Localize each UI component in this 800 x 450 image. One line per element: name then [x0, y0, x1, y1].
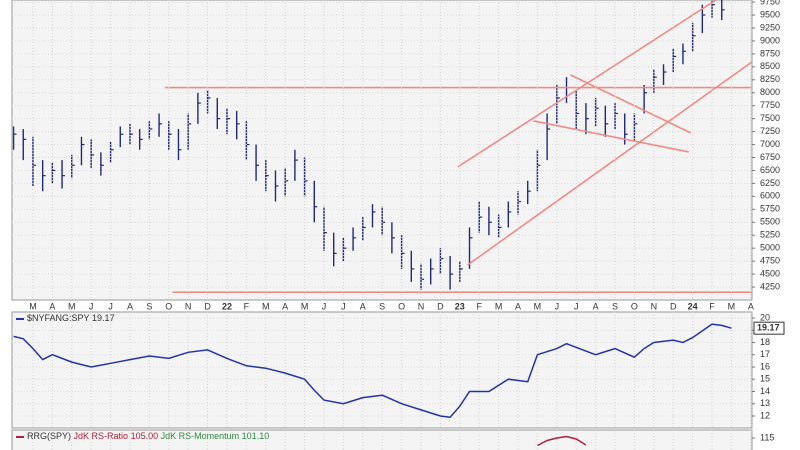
x-tick-label: A	[282, 301, 288, 311]
trendline	[533, 120, 689, 153]
x-tick-label: S	[146, 301, 152, 311]
legend: RRG(SPY) JdK RS-Ratio 105.00 JdK RS-Mome…	[27, 431, 269, 441]
x-tick-label: S	[612, 301, 618, 311]
x-tick-label: 22	[222, 301, 232, 311]
x-tick-label: J	[574, 301, 579, 311]
x-tick-label: N	[651, 301, 658, 311]
x-tick-label: O	[165, 301, 172, 311]
y-tick-label: 6000	[760, 191, 780, 201]
y-tick-label: 115	[760, 432, 774, 442]
x-tick-label: A	[127, 301, 133, 311]
x-tick-label: F	[244, 301, 250, 311]
y-tick-label: 4500	[760, 268, 780, 278]
y-tick-label: 16	[760, 361, 770, 371]
x-tick-label: J	[341, 301, 346, 311]
x-tick-label: D	[437, 301, 444, 311]
y-tick-label: 12	[760, 410, 770, 420]
x-tick-label: D	[670, 301, 677, 311]
x-tick-label: N	[418, 301, 425, 311]
value-tag	[753, 321, 785, 335]
x-tick-label: J	[322, 301, 327, 311]
x-tick-label: A	[49, 301, 55, 311]
legend-name: $NYFANG:SPY	[27, 313, 90, 323]
y-tick-label: 20	[760, 312, 770, 322]
y-tick-label: 4750	[760, 256, 780, 266]
y-tick-label: 5500	[760, 217, 780, 227]
trendline	[467, 61, 752, 266]
y-tick-label: 17	[760, 349, 770, 359]
y-tick-label: 9000	[760, 35, 780, 45]
y-tick-label: 8000	[760, 87, 780, 97]
legend: $NYFANG:SPY 19.17	[27, 313, 115, 323]
y-tick-label: 5250	[760, 230, 780, 240]
y-tick-label: 8500	[760, 61, 780, 71]
x-tick-label: M	[728, 301, 736, 311]
y-tick-label: 8250	[760, 74, 780, 84]
x-tick-label: M	[301, 301, 309, 311]
y-tick-label: 5750	[760, 204, 780, 214]
y-tick-label: 6250	[760, 178, 780, 188]
series-line	[13, 323, 732, 418]
x-tick-label: N	[185, 301, 192, 311]
x-tick-label: F	[709, 301, 715, 311]
x-tick-label: 24	[688, 301, 698, 311]
legend-name: JdK RS-Momentum	[161, 431, 240, 441]
y-tick-label: 7250	[760, 126, 780, 136]
y-tick-label: 5000	[760, 243, 780, 253]
x-tick-label: A	[515, 301, 521, 311]
x-tick-label: 23	[455, 301, 465, 311]
x-tick-label: A	[593, 301, 599, 311]
legend-value: 19.17	[92, 313, 115, 323]
x-tick-label: J	[108, 301, 113, 311]
x-tick-label: J	[89, 301, 94, 311]
x-tick-label: M	[68, 301, 76, 311]
y-tick-label: 8750	[760, 48, 780, 58]
legend-value: 105.00	[131, 431, 159, 441]
x-tick-label: O	[398, 301, 405, 311]
y-tick-label: 14	[760, 386, 770, 396]
x-tick-label: D	[204, 301, 211, 311]
y-tick-label: 13	[760, 398, 770, 408]
y-tick-label: 9500	[760, 9, 780, 19]
x-tick-label: A	[360, 301, 366, 311]
x-tick-label: M	[262, 301, 270, 311]
trendline	[570, 74, 692, 134]
series-line	[537, 435, 587, 447]
x-tick-label: M	[534, 301, 542, 311]
y-tick-label: 7000	[760, 139, 780, 149]
y-tick-label: 6500	[760, 165, 780, 175]
x-tick-label: J	[555, 301, 560, 311]
x-tick-label: S	[379, 301, 385, 311]
plot	[537, 435, 587, 447]
plot	[12, 317, 752, 418]
x-tick-label: M	[29, 301, 37, 311]
x-tick-label: M	[495, 301, 503, 311]
y-tick-label: 9250	[760, 22, 780, 32]
value-tag-label: 19.17	[757, 323, 780, 333]
y-tick-label: 7500	[760, 113, 780, 123]
legend-value: 101.10	[242, 431, 270, 441]
y-tick-label: 18	[760, 337, 770, 347]
y-tick-label: 15	[760, 374, 770, 384]
legend-name: JdK RS-Ratio	[74, 431, 129, 441]
legend-title: RRG(SPY)	[27, 431, 71, 441]
y-tick-label: 6750	[760, 152, 780, 162]
y-tick-label: 4250	[760, 281, 780, 291]
x-tick-label: F	[476, 301, 482, 311]
x-tick-label: A	[748, 301, 754, 311]
x-tick-label: O	[631, 301, 638, 311]
y-tick-label: 9750	[760, 0, 780, 6]
y-tick-label: 7750	[760, 100, 780, 110]
